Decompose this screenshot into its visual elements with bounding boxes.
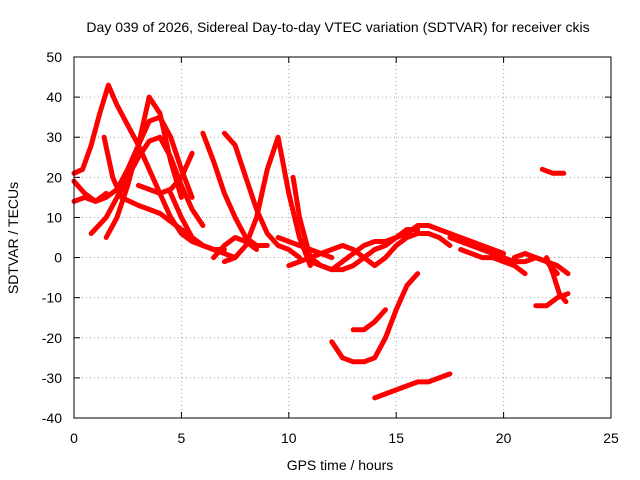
axes: 0 5 10 15 20 25 -40 -30 -20 -10 0 10 20 30 40 50 — [42, 49, 619, 446]
series-track-5 — [103, 94, 184, 240]
y-tick-label: -20 — [42, 330, 62, 346]
series-track-24 — [329, 271, 421, 365]
x-tick-label: 20 — [496, 430, 512, 446]
plot-frame — [73, 56, 612, 419]
chart-title: Day 039 of 2026, Sidereal Day-to-day VTE… — [86, 19, 589, 35]
series-track-9 — [200, 130, 270, 248]
series-track-11 — [221, 134, 313, 269]
series-track-23 — [539, 166, 567, 176]
series-track-8 — [168, 190, 238, 261]
series-track-10 — [221, 130, 302, 261]
series-track-25 — [350, 307, 388, 333]
series-track-15 — [286, 231, 453, 269]
series-layer — [71, 82, 571, 401]
x-tick-label: 25 — [603, 430, 619, 446]
y-axis-title: SDTVAR / TECUs — [5, 182, 21, 294]
series-track-17 — [329, 227, 421, 273]
series-track-7 — [135, 150, 195, 196]
grid — [74, 57, 611, 418]
x-axis-title: GPS time / hours — [287, 457, 394, 473]
x-tick-label: 5 — [178, 430, 186, 446]
y-tick-label: -30 — [42, 370, 62, 386]
series-track-3 — [71, 190, 109, 204]
series-track-26 — [372, 371, 453, 401]
y-tick-label: 0 — [54, 250, 62, 266]
y-tick-label: 50 — [46, 49, 62, 65]
x-tick-label: 0 — [70, 430, 78, 446]
series-track-16 — [307, 223, 507, 273]
y-tick-label: 10 — [46, 209, 62, 225]
y-tick-label: -10 — [42, 290, 62, 306]
series-track-22 — [533, 291, 571, 309]
y-tick-label: 40 — [46, 89, 62, 105]
y-tick-label: 20 — [46, 169, 62, 185]
y-tick-label: -40 — [42, 410, 62, 426]
x-tick-label: 10 — [281, 430, 297, 446]
x-tick-label: 15 — [388, 430, 404, 446]
y-tick-label: 30 — [46, 129, 62, 145]
series-track-12 — [211, 235, 260, 261]
series-track-4 — [88, 134, 206, 236]
series-track-19 — [458, 247, 528, 277]
